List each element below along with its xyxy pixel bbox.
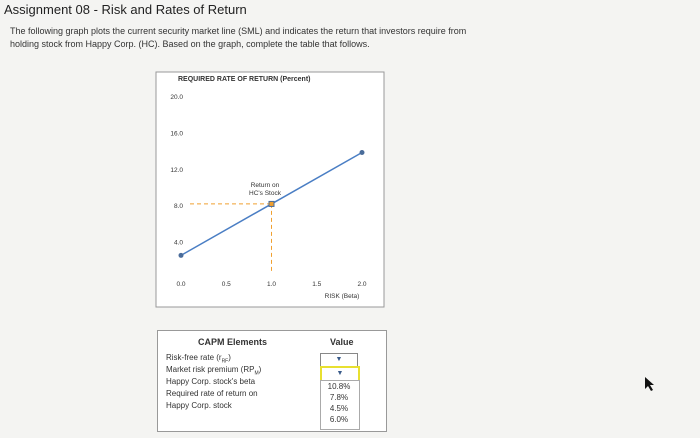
capm-table: CAPM Elements Value Risk-free rate (rRF)…	[157, 330, 387, 432]
chart-title: REQUIRED RATE OF RETURN (Percent)	[178, 76, 311, 83]
row-text: Required rate of return on	[166, 389, 258, 398]
chart-frame	[155, 71, 385, 308]
x-tick-label: 1.0	[267, 281, 276, 288]
annotation: Return on	[251, 182, 280, 189]
row-text: Happy Corp. stock	[166, 401, 232, 410]
row-label: Required rate of return on	[166, 389, 258, 398]
dropdown-option[interactable]: 6.0%	[329, 415, 349, 424]
hc-point	[268, 200, 275, 207]
x-tick-label: 2.0	[357, 281, 366, 288]
dropdown-option[interactable]: 4.5%	[329, 404, 349, 413]
instructions: holding stock from Happy Corp. (HC). Bas…	[10, 39, 370, 49]
dropdown-option[interactable]: 7.8%	[329, 393, 349, 402]
dropdown-option[interactable]: 10.8%	[327, 382, 351, 391]
row-text: )	[228, 353, 231, 362]
dropdown[interactable]: ▼	[320, 353, 358, 367]
row-text: )	[258, 365, 262, 374]
dropdown-list	[320, 380, 360, 430]
x-tick-label: 0.5	[222, 281, 231, 288]
instructions: The following graph plots the current se…	[10, 26, 467, 36]
row-label: Risk-free rate (rRF)	[166, 353, 231, 365]
annotation: HC's Stock	[249, 190, 282, 197]
subscript: RF	[221, 358, 229, 365]
point	[178, 252, 184, 258]
x-tick-label: 0.0	[176, 281, 185, 288]
row-text: Market risk premium (RP	[166, 365, 255, 374]
y-tick-label: 8.0	[174, 203, 183, 210]
table-header: CAPM Elements	[198, 337, 268, 347]
table-header: Value	[330, 337, 354, 347]
row-label: Happy Corp. stock's beta	[166, 377, 255, 386]
y-tick-label: 12.0	[170, 167, 183, 174]
row-text: Happy Corp. stock's beta	[166, 377, 256, 386]
point	[359, 150, 365, 156]
y-tick-label: 4.0	[174, 240, 183, 247]
subscript: M	[254, 370, 259, 377]
row-label: Happy Corp. stock	[166, 401, 232, 410]
mouse-cursor	[645, 377, 654, 391]
y-tick-label: 20.0	[170, 94, 183, 101]
x-tick-label: 1.5	[312, 281, 321, 288]
row-text: Risk-free rate (r	[166, 353, 222, 362]
row-label: Market risk premium (RPM)	[166, 365, 261, 377]
assignment-title: Assignment 08 - Risk and Rates of Return	[4, 2, 247, 17]
x-axis-label: RISK (Beta)	[325, 293, 360, 300]
y-tick-label: 16.0	[170, 130, 183, 137]
